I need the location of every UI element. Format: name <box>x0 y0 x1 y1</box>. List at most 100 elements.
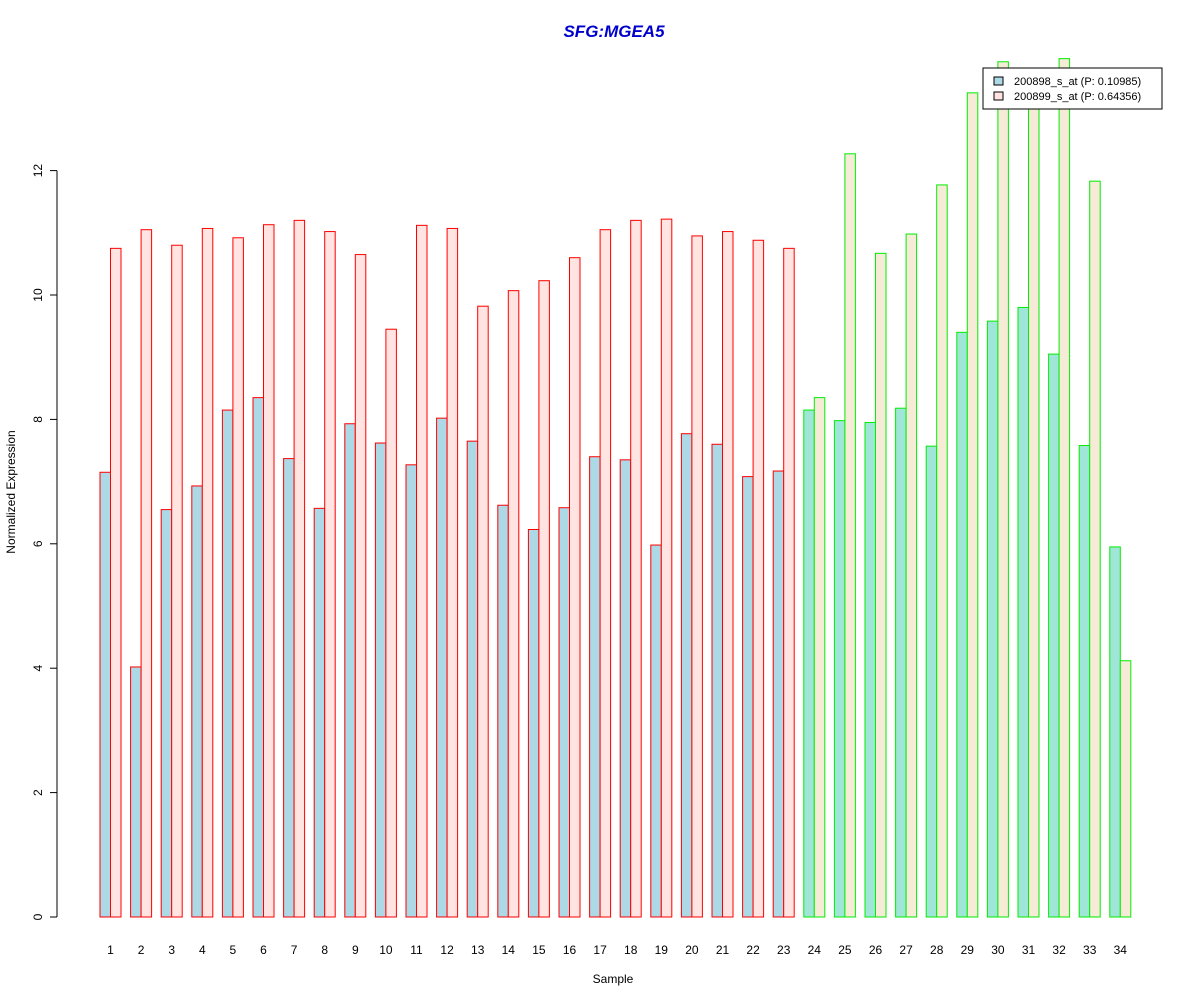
bar-sample-16-series-b <box>569 257 581 918</box>
x-tick-label: 1 <box>107 943 114 957</box>
bar-sample-1-series-b <box>110 247 122 918</box>
bar-sample-13-series-a <box>466 440 479 918</box>
bar-sample-16-series-a <box>558 507 570 918</box>
bar-sample-13-series-b <box>477 305 489 918</box>
bar-sample-5-series-a <box>221 409 234 918</box>
bar-sample-29-series-b <box>966 92 979 918</box>
legend-label-series-b: 200899_s_at (P: 0.64356) <box>1014 91 1141 103</box>
bar-sample-15-series-a <box>527 528 540 918</box>
y-tick-label: 2 <box>31 789 45 796</box>
x-tick-label: 22 <box>746 943 760 957</box>
x-tick-label: 26 <box>869 943 883 957</box>
x-tick-labels: 1 2 3 4 5 6 7 8 9 10 11 12 13 14 15 16 17 18 19 20 21 22 23 24 2… <box>107 943 1127 957</box>
bar-sample-6-series-a <box>252 397 264 918</box>
bar-sample-33-series-a <box>1078 445 1091 918</box>
bar-sample-8-series-b <box>324 231 336 918</box>
bar-sample-6-series-b <box>263 224 275 918</box>
x-tick-label: 19 <box>655 943 669 957</box>
bar-sample-15-series-b <box>538 280 550 918</box>
bar-sample-18-series-a <box>619 459 632 918</box>
bar-sample-22-series-b <box>752 239 765 918</box>
bar-sample-19-series-a <box>650 544 662 918</box>
legend-swatch-series-b <box>993 91 1004 101</box>
bar-sample-11-series-a <box>405 464 417 918</box>
bar-sample-23-series-b <box>783 247 795 918</box>
x-tick-label: 9 <box>352 943 359 957</box>
x-tick-label: 13 <box>471 943 485 957</box>
x-tick-label: 6 <box>260 943 267 957</box>
x-tick-label: 8 <box>321 943 328 957</box>
bar-sample-32-series-a <box>1048 353 1060 918</box>
bar-sample-18-series-b <box>630 219 642 918</box>
x-tick-label: 32 <box>1052 943 1066 957</box>
bar-sample-4-series-a <box>191 485 203 918</box>
x-tick-label: 3 <box>168 943 175 957</box>
bar-sample-14-series-a <box>497 504 509 918</box>
x-tick-label: 30 <box>991 943 1005 957</box>
bar-sample-32-series-b <box>1058 58 1071 918</box>
x-tick-label: 33 <box>1083 943 1097 957</box>
bar-sample-29-series-a <box>956 331 968 918</box>
bar-sample-14-series-b <box>507 290 520 918</box>
legend-label-series-a: 200898_s_at (P: 0.10985) <box>1014 76 1141 88</box>
bar-sample-31-series-a <box>1017 306 1029 918</box>
x-tick-label: 27 <box>899 943 913 957</box>
bar-sample-28-series-b <box>936 184 948 918</box>
legend-swatch-series-a <box>993 76 1004 86</box>
bar-sample-5-series-b <box>232 237 244 918</box>
bar-sample-10-series-a <box>374 442 387 918</box>
bar-sample-1-series-a <box>99 471 111 918</box>
bar-sample-20-series-a <box>680 433 693 918</box>
y-axis: 0 2 4 6 8 10 12 <box>31 164 58 920</box>
bar-sample-4-series-b <box>201 227 214 918</box>
bar-sample-30-series-b <box>997 61 1009 918</box>
bar-sample-12-series-b <box>446 227 459 918</box>
x-tick-label: 17 <box>593 943 607 957</box>
x-tick-label: 29 <box>961 943 975 957</box>
bar-sample-12-series-a <box>436 417 448 918</box>
bar-sample-21-series-a <box>711 443 723 918</box>
x-tick-label: 16 <box>563 943 577 957</box>
bar-sample-27-series-a <box>895 407 907 918</box>
bar-sample-26-series-a <box>864 422 876 918</box>
bar-sample-7-series-a <box>283 458 295 918</box>
bar-sample-2-series-a <box>130 666 142 918</box>
bar-sample-26-series-b <box>875 252 887 918</box>
bar-sample-20-series-b <box>691 235 703 918</box>
y-tick-label: 6 <box>31 540 45 547</box>
bar-sample-25-series-a <box>833 420 846 918</box>
legend-box <box>982 67 1163 110</box>
bar-sample-21-series-b <box>722 231 734 918</box>
x-tick-label: 10 <box>379 943 393 957</box>
bar-sample-19-series-b <box>660 218 673 918</box>
chart-title: SFG:MGEA5 <box>563 22 665 41</box>
bars-group <box>99 58 1132 918</box>
y-tick-label: 4 <box>31 665 45 672</box>
x-tick-label: 11 <box>410 943 423 957</box>
x-tick-label: 4 <box>199 943 206 957</box>
bar-sample-25-series-b <box>844 153 856 918</box>
x-tick-label: 12 <box>440 943 454 957</box>
bar-sample-27-series-b <box>905 233 918 918</box>
bar-sample-8-series-a <box>313 507 326 918</box>
bar-sample-3-series-a <box>160 509 173 918</box>
x-tick-label: 15 <box>532 943 546 957</box>
x-tick-label: 21 <box>716 943 730 957</box>
x-tick-label: 20 <box>685 943 699 957</box>
y-tick-label: 12 <box>31 164 45 178</box>
bar-sample-17-series-a <box>589 456 601 918</box>
y-tick-label: 8 <box>31 416 45 423</box>
bar-sample-24-series-b <box>813 397 826 918</box>
legend: 200898_s_at (P: 0.10985) 200899_s_at (P:… <box>982 67 1163 110</box>
x-tick-label: 34 <box>1114 943 1128 957</box>
x-tick-label: 5 <box>230 943 237 957</box>
bar-sample-11-series-b <box>416 224 428 918</box>
bar-sample-34-series-b <box>1119 660 1132 918</box>
bar-sample-22-series-a <box>742 476 754 918</box>
x-tick-label: 31 <box>1022 943 1036 957</box>
bar-sample-28-series-a <box>925 445 938 918</box>
bar-sample-2-series-b <box>140 229 153 918</box>
y-axis-label: Normalized Expression <box>4 430 18 553</box>
bar-sample-33-series-b <box>1089 180 1101 918</box>
